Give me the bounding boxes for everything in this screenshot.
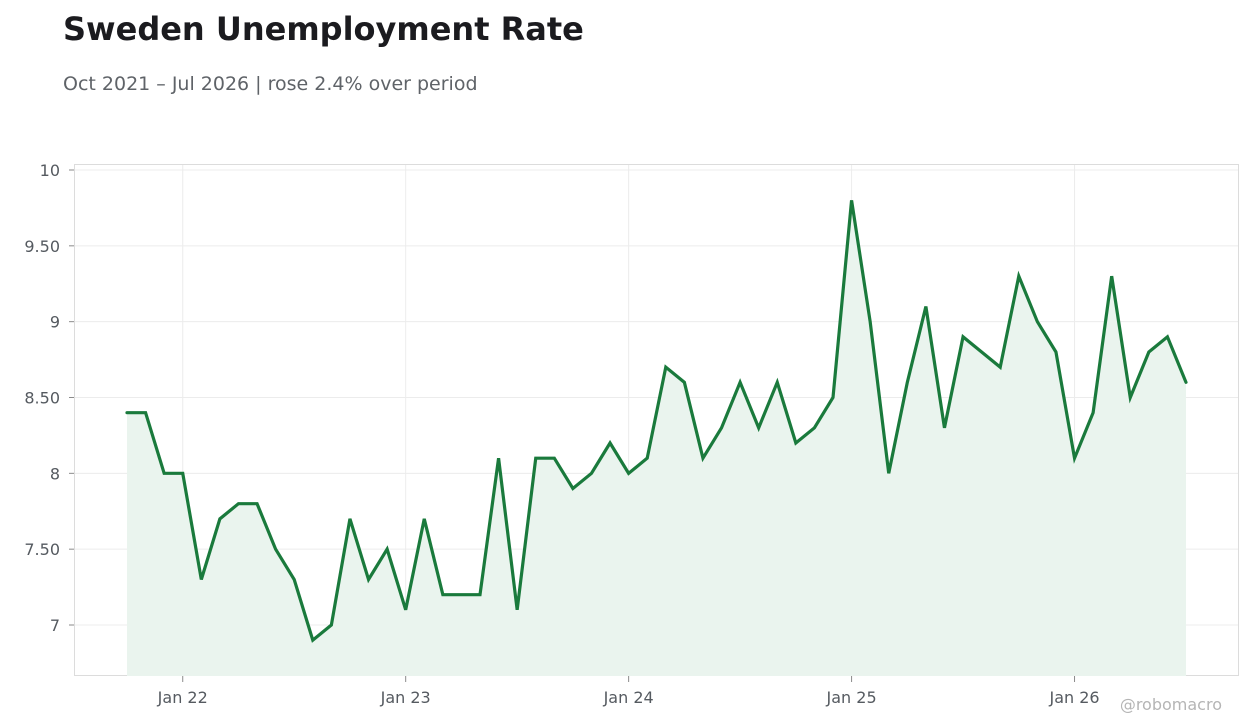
y-tick-label: 9 bbox=[50, 313, 60, 332]
y-tick-label: 9.50 bbox=[24, 237, 60, 256]
series-area-fill bbox=[127, 200, 1186, 676]
x-tick-label: Jan 22 bbox=[157, 688, 208, 707]
series-line bbox=[125, 200, 1188, 643]
chart-title: Sweden Unemployment Rate bbox=[63, 10, 584, 48]
x-tick-label: Jan 25 bbox=[826, 688, 877, 707]
y-tick-label: 7 bbox=[50, 616, 60, 635]
y-axis-tick-labels: 7 7.50 8 8.50 9 9.50 10 bbox=[24, 161, 60, 635]
x-tick-label: Jan 23 bbox=[380, 688, 431, 707]
y-tick-label: 7.50 bbox=[24, 540, 60, 559]
x-tick-label: Jan 24 bbox=[603, 688, 654, 707]
x-tick-label: Jan 26 bbox=[1048, 688, 1099, 707]
y-tick-label: 10 bbox=[40, 161, 60, 180]
watermark: @robomacro bbox=[1120, 695, 1222, 714]
x-axis-tick-labels: Jan 22 Jan 23 Jan 24 Jan 25 Jan 26 bbox=[157, 688, 1100, 707]
chart-subtitle: Oct 2021 – Jul 2026 | rose 2.4% over per… bbox=[63, 73, 478, 95]
y-tick-label: 8.50 bbox=[24, 389, 60, 408]
y-tick-label: 8 bbox=[50, 464, 60, 483]
